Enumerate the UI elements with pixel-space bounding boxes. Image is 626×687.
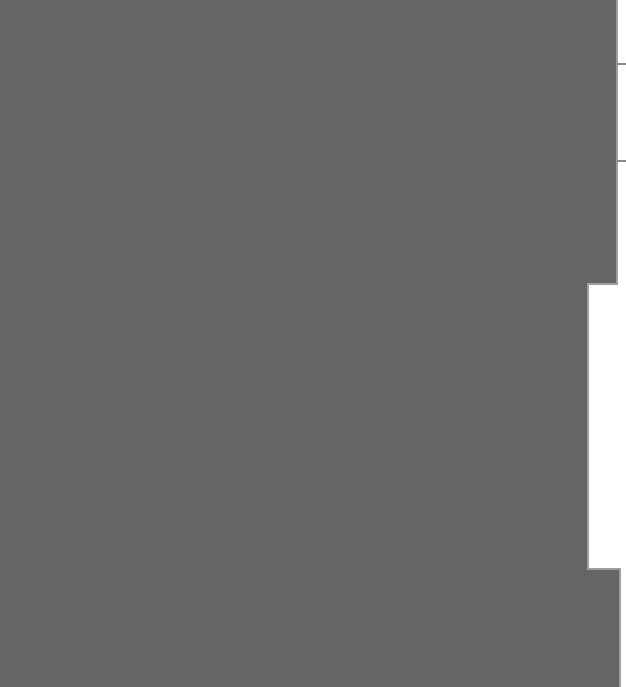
bottom-section-right-edge-line <box>619 569 621 687</box>
gray-placeholder-top-section <box>0 0 616 284</box>
upper-rule-fragment-line <box>617 63 626 65</box>
middle-section-right-edge-line <box>587 284 589 569</box>
top-section-right-edge-line <box>616 0 618 284</box>
bottom-section-top-step-line <box>587 568 621 570</box>
gray-placeholder-bottom-section <box>0 569 619 687</box>
top-section-bottom-step-line <box>587 283 618 285</box>
gray-placeholder-middle-section <box>0 284 587 569</box>
lower-rule-fragment-line <box>617 160 626 162</box>
